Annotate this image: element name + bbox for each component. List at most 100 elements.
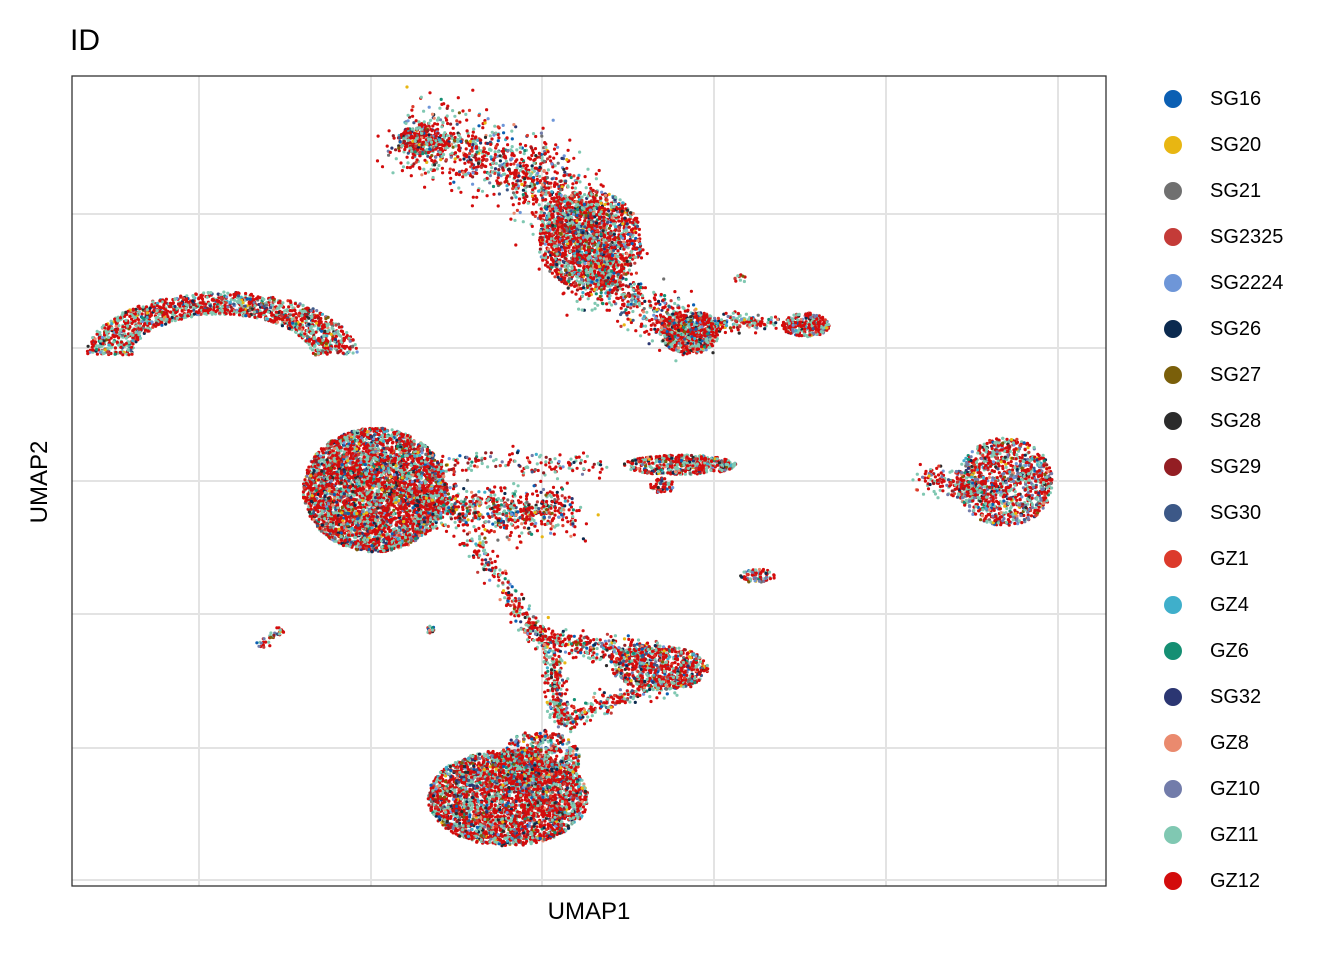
data-point bbox=[556, 161, 560, 165]
data-point bbox=[116, 319, 120, 323]
data-point bbox=[91, 336, 95, 340]
data-point bbox=[206, 291, 210, 295]
data-point bbox=[626, 328, 630, 332]
data-point bbox=[525, 184, 529, 188]
data-point bbox=[232, 298, 237, 302]
data-point bbox=[280, 314, 284, 318]
data-point bbox=[595, 232, 599, 237]
data-point bbox=[517, 174, 521, 178]
data-point bbox=[539, 207, 543, 211]
data-point bbox=[596, 303, 600, 307]
data-point bbox=[535, 181, 540, 185]
data-point bbox=[539, 235, 543, 239]
data-point bbox=[137, 310, 141, 314]
data-point bbox=[272, 319, 276, 323]
data-point bbox=[481, 126, 485, 130]
data-point bbox=[541, 258, 545, 262]
data-point bbox=[537, 267, 541, 271]
data-point bbox=[602, 222, 607, 226]
data-point bbox=[619, 312, 623, 317]
data-point bbox=[444, 158, 448, 162]
data-point bbox=[491, 161, 495, 165]
data-point bbox=[531, 132, 536, 136]
data-point bbox=[552, 147, 557, 151]
data-point bbox=[506, 174, 510, 178]
data-point bbox=[570, 290, 574, 294]
data-point bbox=[244, 291, 248, 296]
data-point bbox=[604, 245, 608, 249]
data-point bbox=[400, 169, 404, 173]
data-point bbox=[470, 204, 474, 208]
data-point bbox=[230, 308, 234, 313]
data-point bbox=[542, 159, 546, 163]
data-point bbox=[463, 161, 467, 165]
data-point bbox=[639, 256, 644, 260]
data-point bbox=[560, 264, 564, 268]
data-point bbox=[411, 164, 415, 168]
data-point bbox=[105, 330, 109, 334]
data-point bbox=[645, 310, 649, 314]
data-point bbox=[221, 304, 225, 309]
data-point bbox=[604, 279, 608, 283]
data-point bbox=[598, 225, 602, 229]
data-point bbox=[456, 137, 460, 141]
data-point bbox=[317, 323, 321, 327]
data-point bbox=[429, 118, 433, 122]
data-point bbox=[260, 296, 265, 300]
data-point bbox=[546, 157, 550, 161]
data-point bbox=[494, 144, 498, 148]
data-point bbox=[326, 346, 330, 350]
data-point bbox=[514, 243, 518, 247]
data-point bbox=[420, 173, 424, 177]
data-point bbox=[406, 119, 410, 123]
data-point bbox=[161, 306, 165, 310]
data-point bbox=[291, 306, 295, 310]
data-point bbox=[594, 256, 598, 260]
data-point bbox=[339, 339, 343, 343]
data-point bbox=[528, 174, 532, 178]
data-point bbox=[521, 188, 526, 192]
data-point bbox=[550, 215, 554, 219]
data-point bbox=[150, 320, 154, 324]
data-point bbox=[662, 277, 666, 281]
data-point bbox=[609, 242, 613, 246]
data-point bbox=[531, 202, 536, 206]
data-point bbox=[545, 216, 549, 220]
data-point bbox=[555, 195, 559, 199]
data-point bbox=[171, 301, 175, 305]
data-point bbox=[586, 278, 590, 282]
data-point bbox=[517, 202, 521, 206]
data-point bbox=[488, 181, 492, 185]
data-point bbox=[566, 184, 570, 188]
data-point bbox=[471, 88, 475, 92]
data-point bbox=[621, 201, 625, 205]
data-point bbox=[583, 193, 587, 197]
data-point bbox=[152, 305, 156, 309]
data-point bbox=[471, 143, 475, 147]
data-point bbox=[637, 227, 642, 231]
data-point bbox=[472, 127, 476, 131]
data-point bbox=[584, 186, 588, 190]
data-point bbox=[545, 228, 549, 232]
data-point bbox=[593, 301, 597, 305]
data-point bbox=[595, 221, 599, 225]
data-point bbox=[137, 304, 141, 308]
data-point bbox=[619, 243, 624, 248]
data-point bbox=[621, 283, 625, 287]
data-point bbox=[126, 321, 130, 325]
data-point bbox=[313, 316, 317, 320]
data-point bbox=[643, 299, 647, 303]
data-point bbox=[315, 309, 319, 313]
data-point bbox=[583, 238, 587, 242]
data-point bbox=[612, 232, 617, 236]
data-point bbox=[175, 316, 179, 320]
data-point bbox=[428, 156, 432, 160]
data-point bbox=[650, 317, 654, 322]
data-point bbox=[599, 232, 603, 236]
data-point bbox=[279, 304, 283, 308]
data-point bbox=[637, 233, 641, 237]
data-point bbox=[211, 297, 215, 301]
data-point bbox=[329, 346, 333, 351]
data-point bbox=[376, 134, 380, 138]
data-point bbox=[490, 137, 494, 141]
